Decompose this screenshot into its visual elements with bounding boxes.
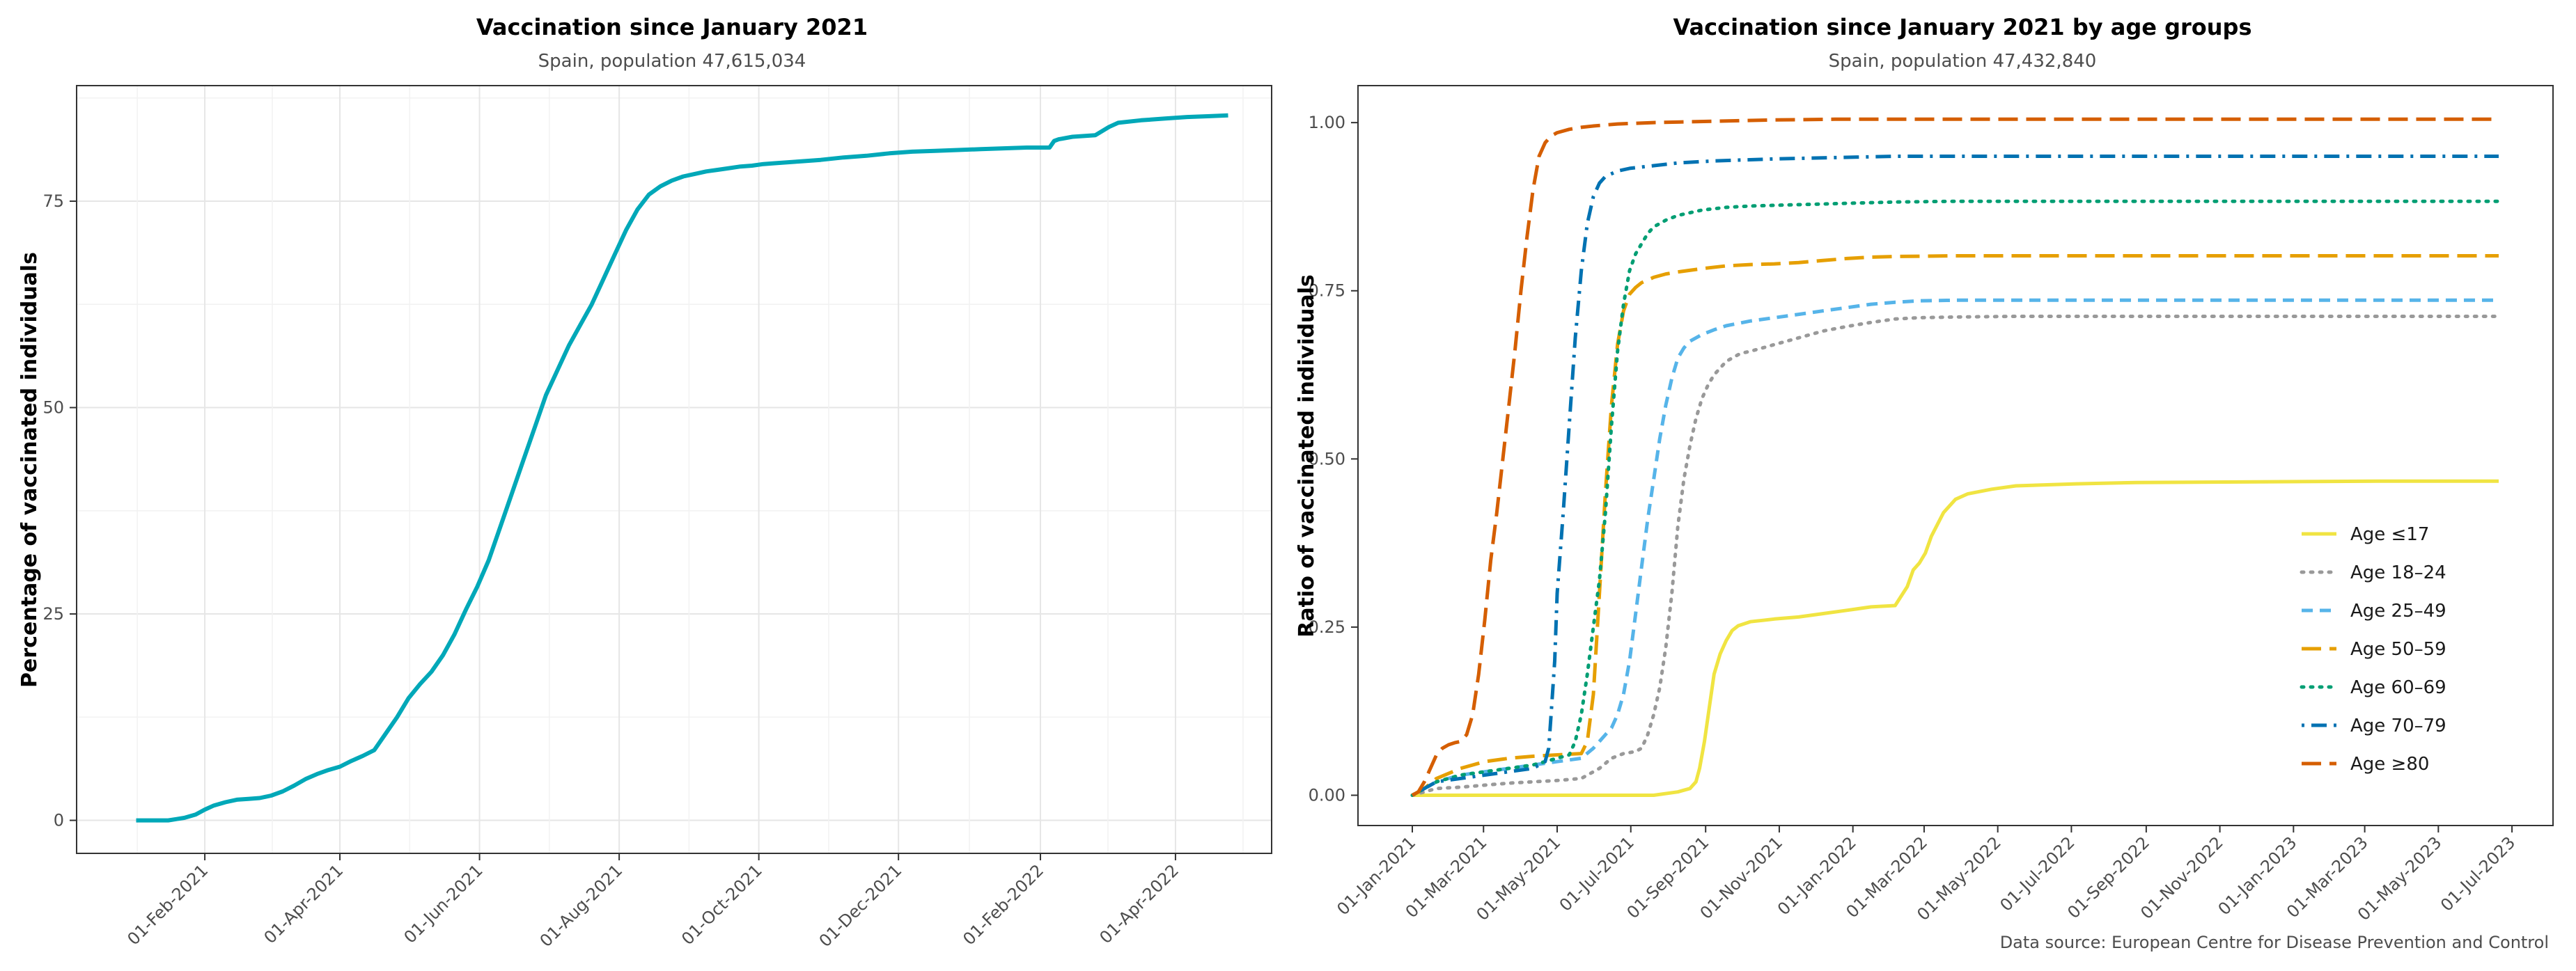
data-source-caption: Data source: European Centre for Disease… — [2000, 933, 2549, 952]
left-chart: Vaccination since January 2021 Spain, po… — [17, 14, 1272, 951]
right-plot-border — [1357, 85, 2554, 826]
x-tick-label: 01-Jun-2021 — [400, 860, 487, 947]
x-tick-label: 01-Aug-2021 — [536, 860, 627, 951]
legend-label: Age 60–69 — [2350, 677, 2446, 698]
x-tick-label: 01-Oct-2021 — [678, 860, 766, 949]
series-line-1-3 — [1411, 254, 2499, 797]
legend-label: Age ≤17 — [2350, 524, 2429, 545]
y-tick-label: 0.00 — [1309, 786, 1345, 805]
legend-label: Age 25–49 — [2350, 601, 2446, 622]
right-x-axis: 01-Jan-202101-Mar-202101-May-202101-Jul-… — [1333, 826, 2519, 924]
series-line-1-5 — [1411, 155, 2499, 797]
left-y-axis: 0 25 50 75 — [42, 191, 77, 830]
left-chart-subtitle: Spain, population 47,615,034 — [538, 51, 806, 72]
x-tick-label: 01-Jul-2021 — [1556, 832, 1638, 915]
series-line-1-4 — [1410, 199, 2501, 797]
series-line-1-2 — [1411, 298, 2499, 797]
x-tick-label: 01-Feb-2021 — [123, 860, 212, 949]
x-tick-label: 01-Jul-2022 — [1996, 832, 2078, 915]
left-plot-border — [76, 85, 1272, 854]
legend-label: Age 70–79 — [2350, 716, 2446, 736]
right-chart: Vaccination since January 2021 by age gr… — [1295, 14, 2554, 924]
left-chart-title: Vaccination since January 2021 — [476, 14, 868, 40]
y-tick-label: 0 — [54, 811, 64, 830]
legend-label: Age 18–24 — [2350, 562, 2446, 583]
x-tick-label: 01-Dec-2021 — [815, 860, 906, 951]
x-tick-label: 01-Feb-2022 — [959, 860, 1047, 949]
x-tick-label: 01-Apr-2021 — [260, 860, 348, 947]
left-x-axis: 01-Feb-2021 01-Apr-2021 01-Jun-2021 01-Aug-… — [123, 853, 1182, 951]
right-chart-title: Vaccination since January 2021 by age gr… — [1673, 14, 2252, 40]
series-line-1-1 — [1410, 315, 2501, 797]
right-chart-subtitle: Spain, population 47,432,840 — [1829, 51, 2097, 72]
series-line-0-0 — [136, 113, 1228, 823]
y-tick-label: 25 — [42, 604, 64, 624]
y-tick-label: 50 — [42, 398, 64, 418]
right-y-axis-label: Ratio of vaccinated individuals — [1295, 274, 1319, 637]
legend-label: Age ≥80 — [2350, 754, 2429, 775]
series-line-1-0 — [1412, 479, 2499, 797]
x-tick-label: 01-Jul-2023 — [2437, 832, 2519, 915]
y-tick-label: 75 — [42, 191, 64, 211]
left-gridlines — [77, 86, 1272, 853]
legend: Age ≤17 Age 18–24 Age 25–49 Age 50–59 Age 60… — [2300, 524, 2446, 775]
y-tick-label: 1.00 — [1309, 113, 1345, 132]
x-tick-label: 01-Apr-2022 — [1095, 860, 1182, 947]
series-line-1-6 — [1411, 117, 2499, 797]
y-tick-label: 0.25 — [1309, 617, 1345, 637]
legend-label: Age 50–59 — [2350, 639, 2446, 660]
right-y-axis: 0.00 0.25 0.50 0.75 1.00 — [1309, 113, 1358, 805]
y-tick-label: 0.75 — [1309, 281, 1345, 301]
right-series — [1410, 117, 2501, 797]
left-y-axis-label: Percentage of vaccinated individuals — [17, 252, 42, 688]
left-series — [136, 113, 1228, 823]
y-tick-label: 0.50 — [1309, 449, 1345, 468]
